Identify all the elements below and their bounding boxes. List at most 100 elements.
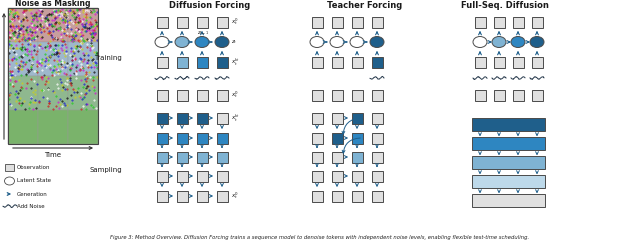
Bar <box>332 133 342 143</box>
Bar <box>531 16 543 27</box>
Bar <box>157 16 168 27</box>
Bar <box>472 175 545 188</box>
Bar <box>38 76 68 110</box>
Bar <box>68 42 98 76</box>
Bar <box>351 56 362 67</box>
Bar <box>351 113 362 123</box>
Bar <box>332 56 342 67</box>
Bar <box>371 190 383 201</box>
Bar <box>177 133 188 143</box>
Bar <box>371 16 383 27</box>
Text: $x_t^{k_t}$: $x_t^{k_t}$ <box>231 56 240 68</box>
Bar <box>332 113 342 123</box>
Ellipse shape <box>350 36 364 47</box>
Bar <box>68 8 98 42</box>
Bar <box>177 56 188 67</box>
Bar <box>68 110 98 144</box>
Text: Add Noise: Add Noise <box>17 203 45 208</box>
Bar <box>196 56 207 67</box>
Bar <box>196 16 207 27</box>
Bar <box>474 89 486 100</box>
Bar <box>493 89 504 100</box>
Text: Observation: Observation <box>17 165 51 170</box>
Bar <box>38 8 68 42</box>
Bar <box>157 133 168 143</box>
Bar <box>177 113 188 123</box>
Bar <box>531 56 543 67</box>
Bar <box>8 8 98 144</box>
Bar <box>332 152 342 162</box>
Text: Training: Training <box>94 55 122 61</box>
Text: Teacher Forcing: Teacher Forcing <box>328 1 403 11</box>
Bar <box>351 190 362 201</box>
Bar <box>312 113 323 123</box>
Ellipse shape <box>511 36 525 47</box>
Bar <box>513 16 524 27</box>
Text: Latent State: Latent State <box>17 179 51 183</box>
Text: Generation: Generation <box>17 192 48 196</box>
Bar <box>332 190 342 201</box>
Text: $x_t^{k_t}$: $x_t^{k_t}$ <box>231 112 240 124</box>
Bar <box>68 76 98 110</box>
Bar <box>472 194 545 207</box>
Bar <box>216 190 227 201</box>
Bar <box>38 110 68 144</box>
Bar <box>493 16 504 27</box>
Ellipse shape <box>370 36 384 47</box>
Bar <box>351 89 362 100</box>
Bar <box>474 16 486 27</box>
Text: Figure 3: Method Overview. Diffusion Forcing trains a sequence model to denoise : Figure 3: Method Overview. Diffusion For… <box>111 234 529 240</box>
Bar <box>157 113 168 123</box>
Ellipse shape <box>215 36 229 47</box>
Text: $z_{t-1}$: $z_{t-1}$ <box>197 29 209 37</box>
Bar <box>332 16 342 27</box>
Text: $x_t^0$: $x_t^0$ <box>231 191 239 201</box>
Ellipse shape <box>195 36 209 47</box>
Bar <box>177 152 188 162</box>
Bar <box>157 89 168 100</box>
Bar <box>38 42 68 76</box>
Bar <box>351 170 362 181</box>
Bar <box>8 110 38 144</box>
Bar <box>196 133 207 143</box>
Ellipse shape <box>4 177 15 185</box>
Bar <box>531 89 543 100</box>
Bar <box>157 190 168 201</box>
Bar <box>371 152 383 162</box>
Bar <box>157 56 168 67</box>
Bar <box>371 56 383 67</box>
Text: Noise as Masking: Noise as Masking <box>15 0 91 8</box>
Text: Diffusion Forcing: Diffusion Forcing <box>170 1 251 11</box>
Bar <box>196 113 207 123</box>
Bar <box>8 42 38 76</box>
Bar <box>312 89 323 100</box>
Bar <box>472 137 545 150</box>
Bar <box>216 16 227 27</box>
Bar <box>371 89 383 100</box>
Bar <box>216 152 227 162</box>
Bar <box>312 56 323 67</box>
Bar <box>312 16 323 27</box>
Bar <box>312 152 323 162</box>
Bar <box>472 156 545 169</box>
Bar <box>196 170 207 181</box>
Bar <box>177 89 188 100</box>
Bar <box>472 118 545 131</box>
Bar <box>157 152 168 162</box>
Bar <box>216 113 227 123</box>
Bar <box>196 89 207 100</box>
Ellipse shape <box>473 36 487 47</box>
Bar <box>312 133 323 143</box>
Text: Noise: Noise <box>0 66 1 86</box>
Ellipse shape <box>492 36 506 47</box>
Text: Time: Time <box>45 152 61 158</box>
Bar <box>332 89 342 100</box>
Bar <box>332 170 342 181</box>
Bar <box>371 113 383 123</box>
Text: $z_t$: $z_t$ <box>231 38 237 46</box>
Text: $x_t^0$: $x_t^0$ <box>231 90 239 100</box>
Text: Full-Seq. Diffusion: Full-Seq. Diffusion <box>461 1 549 11</box>
Bar <box>196 152 207 162</box>
Ellipse shape <box>310 36 324 47</box>
Bar <box>177 16 188 27</box>
